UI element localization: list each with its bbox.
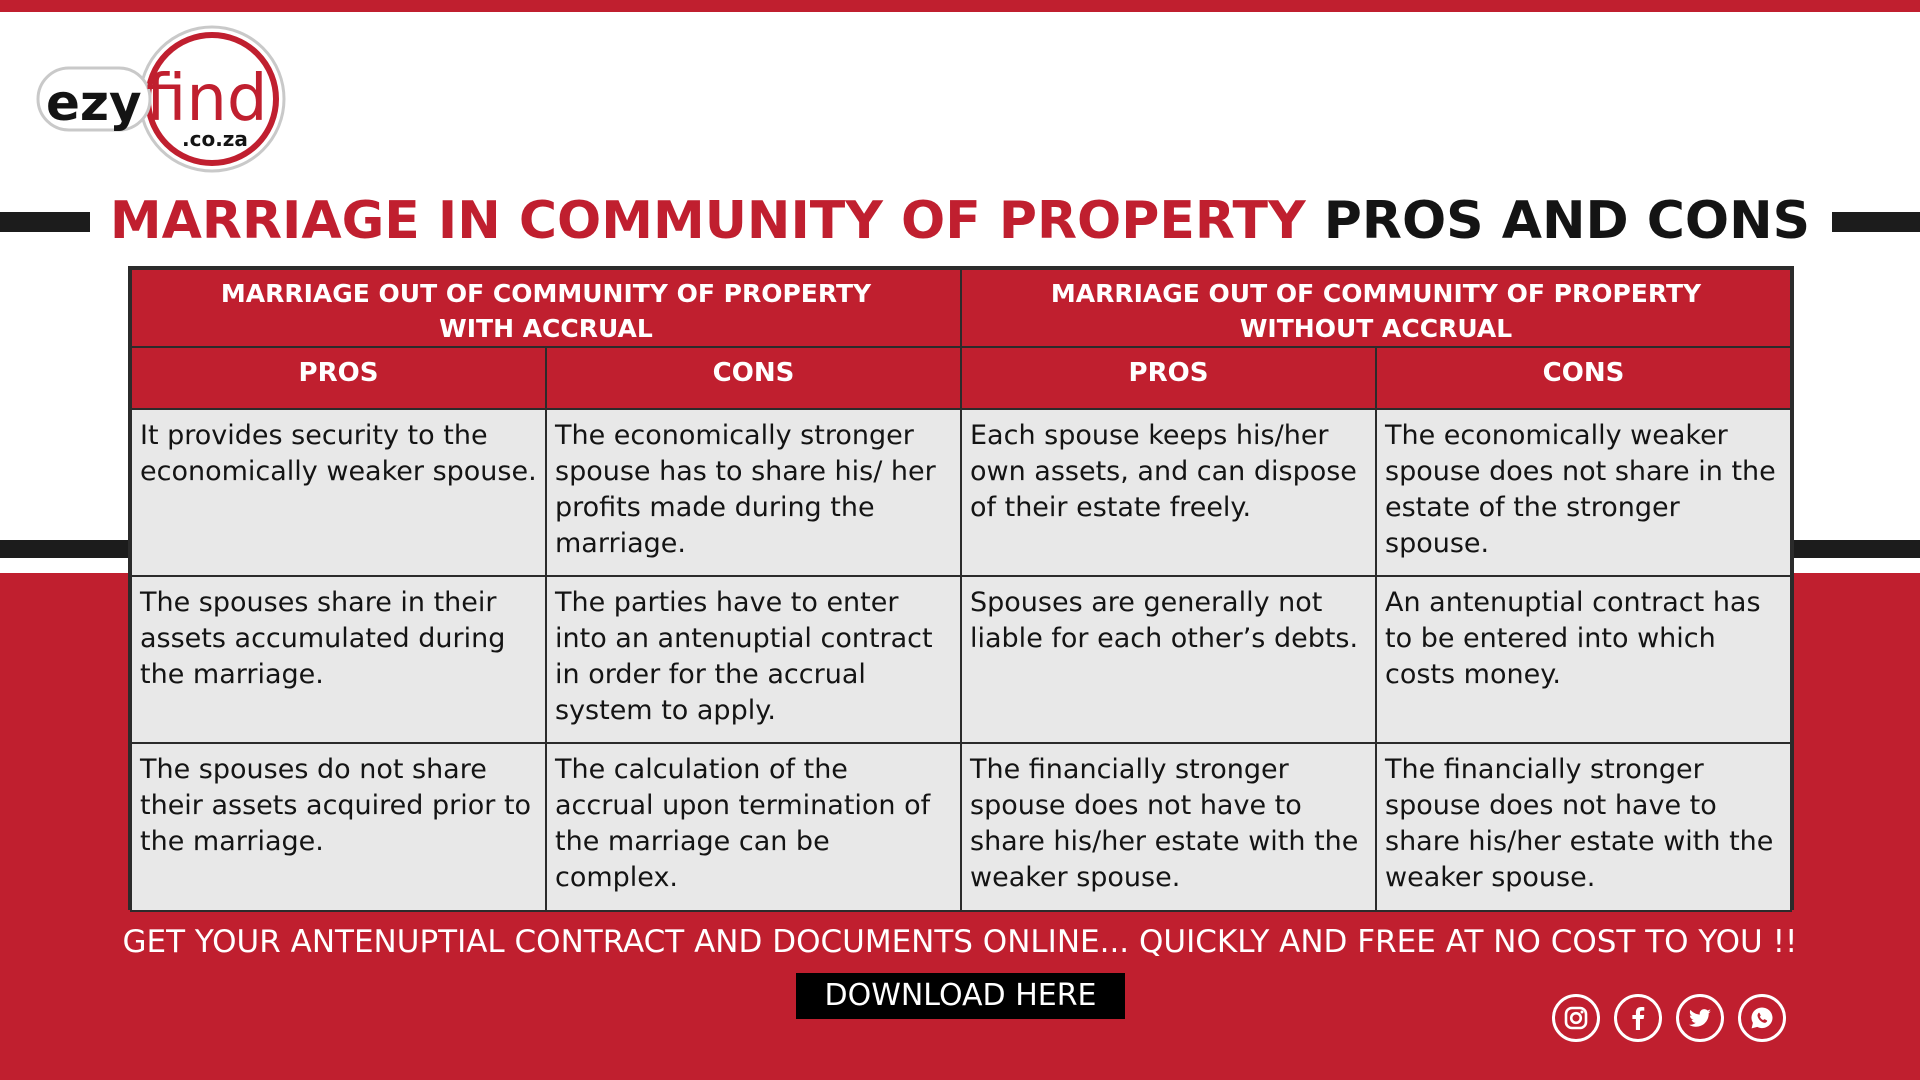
whatsapp-icon[interactable]	[1738, 994, 1786, 1042]
instagram-icon[interactable]	[1552, 994, 1600, 1042]
column-header-pros: PROS	[130, 346, 547, 410]
table-cell: The parties have to enter into an antenu…	[545, 575, 962, 744]
logo-text-ezy: ezy	[46, 74, 142, 132]
table-cell: The financially stronger spouse does not…	[960, 742, 1377, 912]
table-cell: It provides security to the economically…	[130, 408, 547, 577]
logo-text-find: find	[146, 62, 268, 136]
logo-text-domain: .co.za	[182, 127, 248, 151]
table-cell: Spouses are generally not liable for eac…	[960, 575, 1377, 744]
table-cell: An antenuptial contract has to be entere…	[1375, 575, 1792, 744]
download-button[interactable]: DOWNLOAD HERE	[796, 973, 1125, 1019]
group-header-with-accrual: MARRIAGE OUT OF COMMUNITY OF PROPERTY WI…	[130, 268, 962, 348]
table-row: It provides security to the economically…	[130, 408, 1792, 577]
headline-rule-right	[1832, 212, 1920, 232]
column-header-cons: CONS	[545, 346, 962, 410]
group-header-line: WITHOUT ACCRUAL	[1239, 314, 1513, 343]
column-header-cons: CONS	[1375, 346, 1792, 410]
group-header-line: WITH ACCRUAL	[439, 314, 653, 343]
column-header-pros: PROS	[960, 346, 1377, 410]
table-cell: The economically stronger spouse has to …	[545, 408, 962, 577]
ezyfind-logo[interactable]: ezy find .co.za	[36, 24, 296, 174]
table-row: The spouses do not share their assets ac…	[130, 742, 1792, 912]
table-column-header-row: PROS CONS PROS CONS	[130, 346, 1792, 410]
table-cell: The financially stronger spouse does not…	[1375, 742, 1792, 912]
twitter-icon[interactable]	[1676, 994, 1724, 1042]
table-row: The spouses share in their assets accumu…	[130, 575, 1792, 744]
table-cell: The calculation of the accrual upon term…	[545, 742, 962, 912]
page-title-dark: PROS AND CONS	[1323, 191, 1811, 251]
group-header-line: MARRIAGE OUT OF COMMUNITY OF PROPERTY	[220, 279, 872, 308]
table-group-header-row: MARRIAGE OUT OF COMMUNITY OF PROPERTY WI…	[130, 268, 1792, 348]
table-cell: The spouses do not share their assets ac…	[130, 742, 547, 912]
social-links	[1552, 994, 1786, 1044]
facebook-icon[interactable]	[1614, 994, 1662, 1042]
group-header-line: MARRIAGE OUT OF COMMUNITY OF PROPERTY	[1050, 279, 1702, 308]
comparison-table: MARRIAGE OUT OF COMMUNITY OF PROPERTY WI…	[128, 266, 1794, 912]
page-title: MARRIAGE IN COMMUNITY OF PROPERTY PROS A…	[100, 190, 1820, 252]
cta-text: GET YOUR ANTENUPTIAL CONTRACT AND DOCUME…	[122, 924, 1798, 960]
table-cell: Each spouse keeps his/her own assets, an…	[960, 408, 1377, 577]
page-title-red: MARRIAGE IN COMMUNITY OF PROPERTY	[109, 191, 1306, 251]
top-band	[0, 0, 1920, 12]
table-cell: The spouses share in their assets accumu…	[130, 575, 547, 744]
table-cell: The economically weaker spouse does not …	[1375, 408, 1792, 577]
group-header-without-accrual: MARRIAGE OUT OF COMMUNITY OF PROPERTY WI…	[960, 268, 1792, 348]
headline-rule-left	[0, 212, 90, 232]
